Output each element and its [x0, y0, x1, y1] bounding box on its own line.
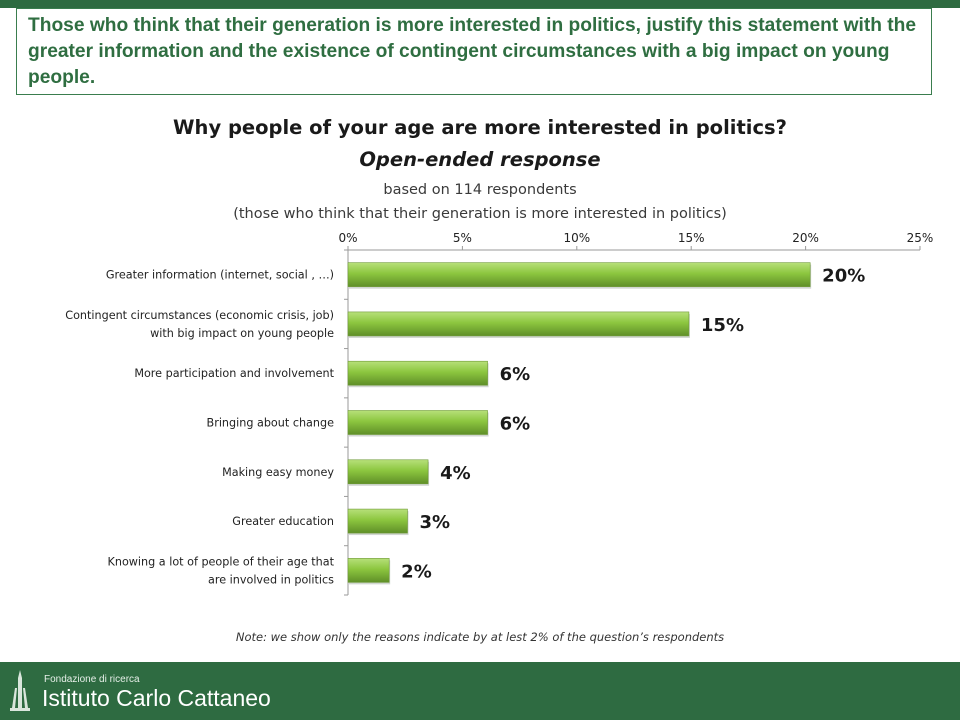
headline-box: Those who think that their generation is… [16, 8, 932, 95]
category-label: Knowing a lot of people of their age tha… [108, 555, 335, 568]
data-label: 20% [822, 266, 865, 287]
bar [347, 262, 811, 287]
category-label: More participation and involvement [134, 367, 334, 380]
chart-subtitle: Open-ended response [359, 148, 601, 171]
category-label: are involved in politics [208, 573, 334, 586]
x-tick-label: 5% [453, 231, 472, 245]
respondent-base: based on 114 respondents [383, 182, 577, 198]
bar [347, 558, 390, 583]
chart-note: Note: we show only the reasons indicate … [235, 630, 725, 644]
data-label: 2% [401, 561, 432, 582]
category-label: Contingent circumstances (economic crisi… [65, 309, 334, 322]
bar [347, 410, 488, 435]
x-tick-label: 20% [792, 231, 819, 245]
category-label: Bringing about change [207, 417, 335, 430]
footer-institute-name: Istituto Carlo Cattaneo [42, 685, 271, 711]
category-label: Greater education [232, 515, 334, 528]
bar [347, 459, 429, 485]
footer-org-line: Fondazione di ricerca [44, 674, 140, 685]
data-label: 3% [419, 512, 450, 533]
bar [347, 360, 488, 386]
data-label: 6% [500, 364, 531, 385]
x-tick-label: 15% [678, 231, 705, 245]
x-tick-label: 10% [563, 231, 590, 245]
category-label: Greater information (internet, social , … [106, 269, 334, 282]
data-label: 15% [701, 315, 744, 336]
footer: Fondazione di ricerca Istituto Carlo Cat… [0, 662, 960, 720]
bar [347, 311, 690, 337]
x-tick-label: 25% [907, 231, 934, 245]
category-label: Making easy money [222, 466, 334, 479]
chart-title: Why people of your age are more interest… [173, 116, 787, 139]
data-label: 6% [500, 414, 531, 435]
category-label: with big impact on young people [150, 327, 334, 340]
respondent-base-note: (those who think that their generation i… [233, 206, 727, 222]
institute-logo-icon [10, 670, 30, 711]
bar-chart: 0% 5% 10% 15% 20% 25% Greater information (int… [65, 231, 934, 596]
data-label: 4% [440, 463, 471, 484]
top-bar [0, 0, 960, 8]
headline-text: Those who think that their generation is… [28, 15, 917, 88]
x-tick-label: 0% [338, 231, 357, 245]
bar [347, 508, 408, 534]
